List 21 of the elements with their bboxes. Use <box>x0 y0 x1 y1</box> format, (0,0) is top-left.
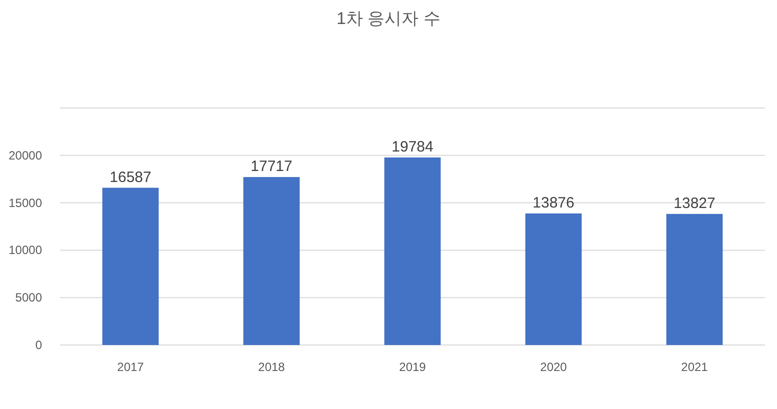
x-tick-label: 2021 <box>681 360 708 374</box>
x-tick-label: 2017 <box>117 360 144 374</box>
data-label: 13827 <box>674 194 716 212</box>
chart-title: 1차 응시자 수 <box>336 9 440 28</box>
data-label: 17717 <box>250 158 292 176</box>
y-tick-label: 10000 <box>8 243 42 258</box>
data-label: 19784 <box>392 138 434 156</box>
bar <box>102 188 159 345</box>
x-tick-label: 2019 <box>399 360 426 374</box>
bar <box>243 177 300 345</box>
y-tick-label: 15000 <box>8 196 42 210</box>
bar <box>525 213 582 345</box>
data-label: 16587 <box>110 168 152 186</box>
y-tick-label: 20000 <box>8 148 42 162</box>
data-label: 13876 <box>532 194 574 212</box>
y-tick-label: 5000 <box>15 290 42 305</box>
y-tick-label: 0 <box>35 338 42 352</box>
bar <box>666 214 723 345</box>
x-tick-label: 2020 <box>540 360 568 374</box>
x-tick-label: 2018 <box>258 360 286 374</box>
bar <box>384 157 441 345</box>
